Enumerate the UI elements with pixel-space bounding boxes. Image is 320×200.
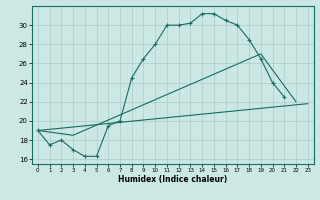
X-axis label: Humidex (Indice chaleur): Humidex (Indice chaleur) [118,175,228,184]
